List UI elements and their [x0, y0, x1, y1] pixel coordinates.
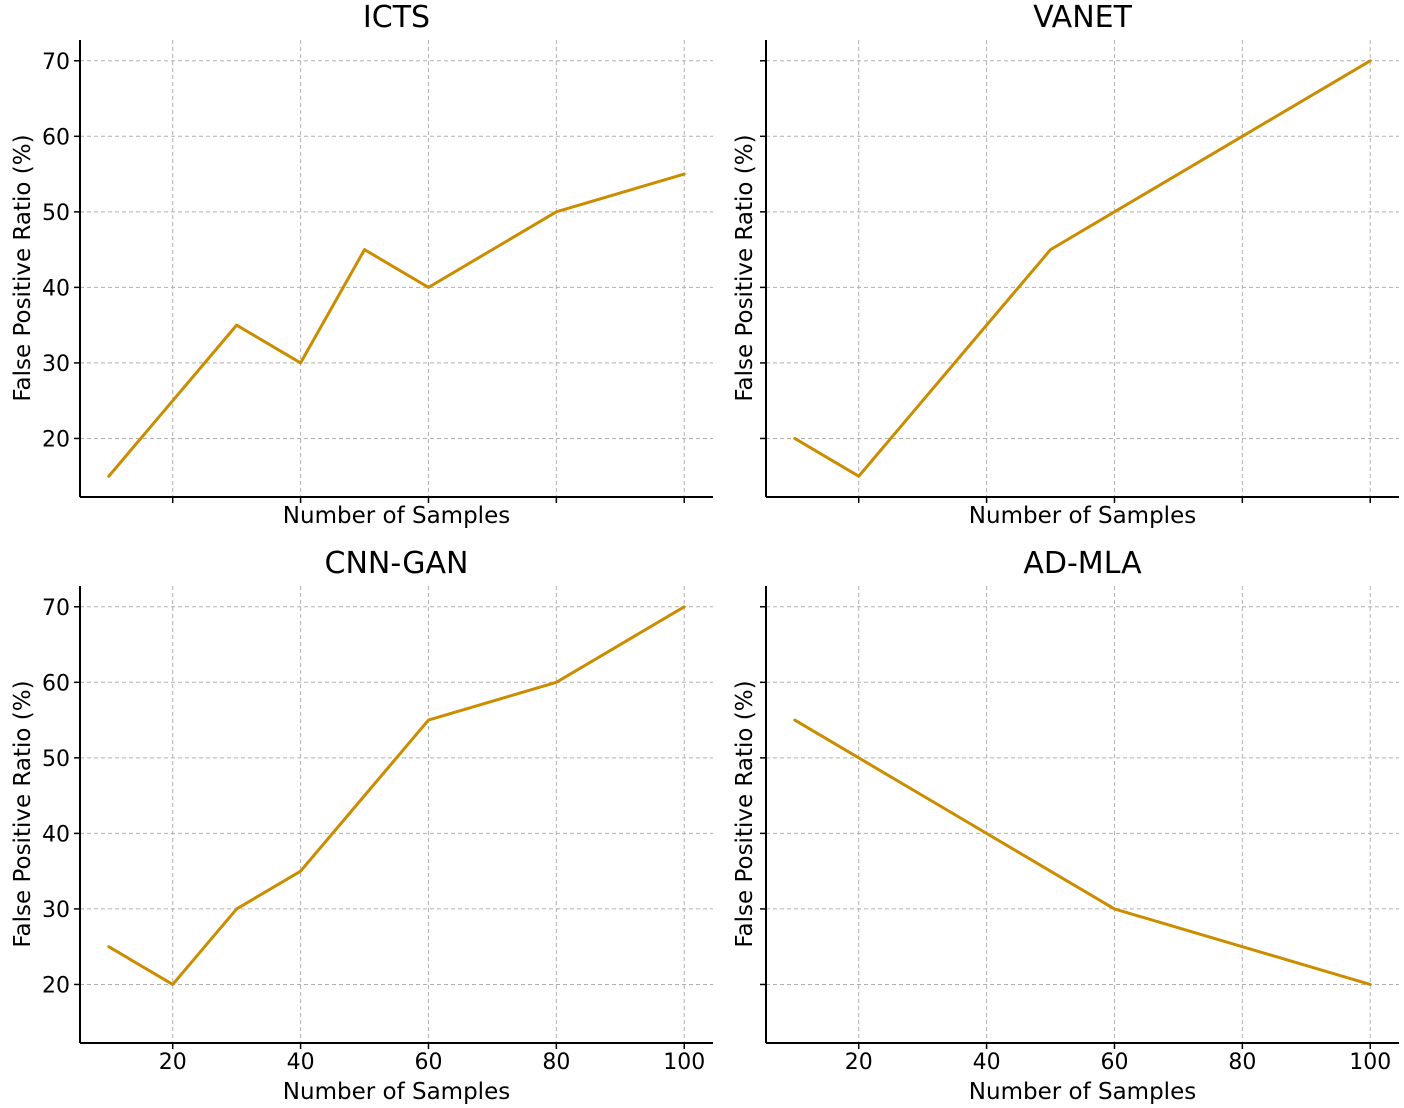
y-tick-label: 40	[42, 276, 70, 301]
x-tick-label: 20	[159, 1050, 187, 1075]
chart-panel-4: 20 40 60 80 100 AD-MLA Number of Samples False …	[732, 546, 1399, 1105]
y-tick-label: 20	[42, 427, 70, 452]
x-tick-label: 20	[845, 1050, 873, 1075]
x-axis-label: Number of Samples	[283, 503, 510, 529]
y-tick-label: 50	[42, 201, 70, 226]
y-tick-label: 60	[42, 125, 70, 150]
x-tick-label: 60	[1100, 1050, 1128, 1075]
x-tick-label: 80	[542, 1050, 570, 1075]
x-axis-label: Number of Samples	[969, 503, 1196, 529]
chart-panel-3: 20 40 60 80 100 20 30 40 50 60 70 CNN-GAN Number of …	[10, 546, 713, 1105]
y-tick-label: 70	[42, 596, 70, 621]
y-tick-label: 20	[42, 973, 70, 998]
y-tick-label: 50	[42, 747, 70, 772]
y-tick-label: 40	[42, 822, 70, 847]
chart-title: AD-MLA	[1023, 546, 1142, 581]
y-tick-label: 30	[42, 898, 70, 923]
x-tick-label: 100	[1349, 1050, 1391, 1075]
x-tick-label: 60	[414, 1050, 442, 1075]
chart-panel-1: 20 30 40 50 60 70 ICTS Number of Samples False P…	[10, 0, 713, 529]
y-tick-label: 70	[42, 50, 70, 75]
x-tick-label: 80	[1228, 1050, 1256, 1075]
x-axis-label: Number of Samples	[283, 1079, 510, 1105]
series-line-cnn-gan	[107, 605, 686, 986]
y-axis-label: False Positive Ratio (%)	[732, 134, 758, 401]
chart-title: ICTS	[363, 0, 430, 35]
chart-title: VANET	[1033, 0, 1133, 35]
x-tick-label: 40	[973, 1050, 1001, 1075]
x-axis-label: Number of Samples	[969, 1079, 1196, 1105]
y-axis-label: False Positive Ratio (%)	[732, 680, 758, 947]
series-line-vanet	[793, 59, 1372, 478]
chart-title: CNN-GAN	[325, 546, 469, 581]
series-line-ad-mla	[793, 718, 1372, 986]
y-tick-label: 60	[42, 671, 70, 696]
y-axis-label: False Positive Ratio (%)	[10, 680, 36, 947]
x-tick-label: 40	[287, 1050, 315, 1075]
series-line-icts	[107, 172, 686, 478]
y-axis-label: False Positive Ratio (%)	[10, 134, 36, 401]
chart-panel-2: VANET Number of Samples False Positive Rat…	[732, 0, 1399, 529]
y-tick-label: 30	[42, 352, 70, 377]
x-tick-label: 100	[663, 1050, 705, 1075]
